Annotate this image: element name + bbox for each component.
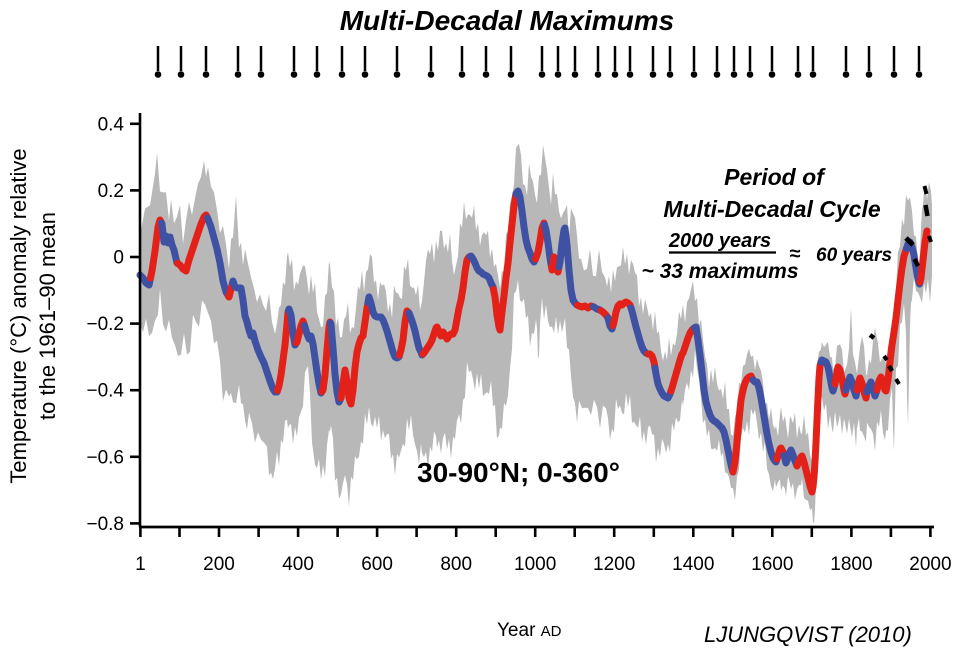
- svg-text:1200: 1200: [593, 554, 635, 575]
- svg-text:1800: 1800: [830, 554, 872, 575]
- svg-text:1: 1: [135, 554, 146, 575]
- svg-text:Multi-Decadal Cycle: Multi-Decadal Cycle: [663, 196, 880, 222]
- svg-text:400: 400: [282, 554, 314, 575]
- svg-text:Multi-Decadal Maximums: Multi-Decadal Maximums: [340, 5, 675, 36]
- svg-text:LJUNGQVIST (2010): LJUNGQVIST (2010): [704, 622, 912, 647]
- svg-text:800: 800: [440, 554, 472, 575]
- svg-text:1400: 1400: [672, 554, 714, 575]
- svg-text:1600: 1600: [751, 554, 793, 575]
- svg-text:2000: 2000: [909, 554, 951, 575]
- svg-text:−0.6: −0.6: [86, 447, 124, 468]
- svg-text:60 years: 60 years: [816, 245, 892, 266]
- svg-text:30-90°N; 0-360°: 30-90°N; 0-360°: [417, 457, 620, 488]
- svg-text:0.4: 0.4: [98, 114, 125, 135]
- svg-text:−0.4: −0.4: [86, 381, 124, 402]
- svg-text:0: 0: [113, 248, 124, 269]
- svg-text:2000 years: 2000 years: [668, 230, 771, 252]
- svg-text:Year AD: Year AD: [497, 620, 562, 641]
- svg-text:600: 600: [361, 554, 393, 575]
- svg-text:−0.8: −0.8: [86, 514, 124, 535]
- svg-text:to the 1961–90 mean: to the 1961–90 mean: [35, 212, 60, 420]
- svg-text:−0.2: −0.2: [86, 314, 124, 335]
- svg-text:200: 200: [203, 554, 235, 575]
- svg-text:~ 33 maximums: ~ 33 maximums: [641, 260, 798, 283]
- svg-text:0.2: 0.2: [98, 181, 124, 202]
- svg-text:1000: 1000: [514, 554, 556, 575]
- svg-text:Temperature (°C) anomaly relat: Temperature (°C) anomaly relative: [6, 148, 31, 483]
- svg-text:Period of: Period of: [724, 164, 826, 190]
- svg-text:≈: ≈: [790, 243, 801, 265]
